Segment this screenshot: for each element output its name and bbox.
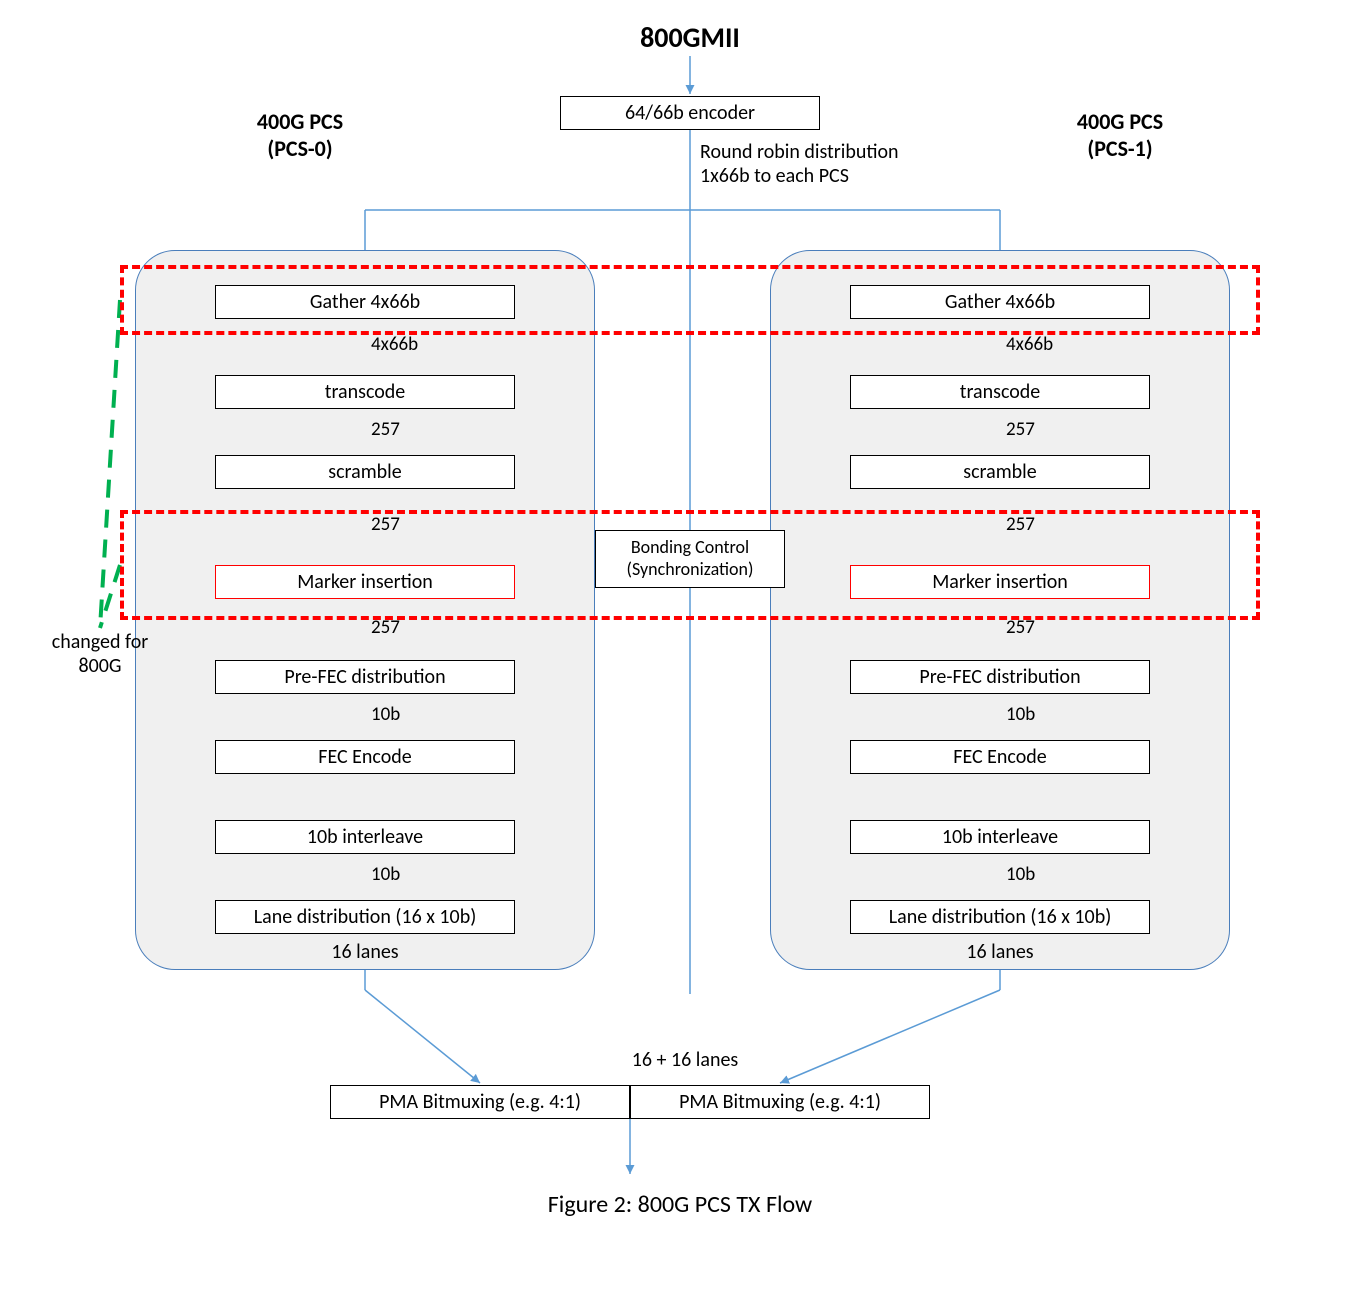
- pcs1-label-16lanes: 16 lanes: [910, 940, 1090, 964]
- label-16plus16: 16 + 16 lanes: [595, 1048, 775, 1072]
- pcs1-box-scramble: scramble: [850, 455, 1150, 489]
- arrow-pcs0-to-pma: [365, 990, 480, 1083]
- pcs1-box-transcode: transcode: [850, 375, 1150, 409]
- pcs1-edgelabel-10ba: 10b: [1006, 703, 1086, 726]
- pcs0-box-marker: Marker insertion: [215, 565, 515, 599]
- pcs0-edgelabel-257c: 257: [371, 616, 451, 639]
- pcs0-box-transcode: transcode: [215, 375, 515, 409]
- pcs1-edgelabel-4x66b: 4x66b: [1006, 333, 1086, 356]
- pcs1-box-lanedist: Lane distribution (16 x 10b): [850, 900, 1150, 934]
- label-pcs0-title: 400G PCS (PCS-0): [210, 108, 390, 162]
- green-line-1: [100, 300, 120, 628]
- pcs0-edgelabel-10ba: 10b: [371, 703, 451, 726]
- pcs1-box-gather: Gather 4x66b: [850, 285, 1150, 319]
- pcs1-box-fec: FEC Encode: [850, 740, 1150, 774]
- label-round-robin: Round robin distribution 1x66b to each P…: [700, 140, 1020, 188]
- pcs0-label-16lanes: 16 lanes: [275, 940, 455, 964]
- pcs0-box-lanedist: Lane distribution (16 x 10b): [215, 900, 515, 934]
- pcs0-box-fec: FEC Encode: [215, 740, 515, 774]
- pcs0-box-scramble: scramble: [215, 455, 515, 489]
- pcs1-edgelabel-257b: 257: [1006, 513, 1086, 536]
- box-bonding: Bonding Control (Synchronization): [595, 530, 785, 588]
- pcs1-box-prefec: Pre-FEC distribution: [850, 660, 1150, 694]
- pcs1-box-interleave: 10b interleave: [850, 820, 1150, 854]
- label-changed: changed for 800G: [35, 630, 165, 678]
- green-line-2: [100, 565, 120, 628]
- arrow-pcs1-to-pma: [780, 990, 1000, 1083]
- pcs0-box-gather: Gather 4x66b: [215, 285, 515, 319]
- box-encoder: 64/66b encoder: [560, 96, 820, 130]
- pcs0-box-prefec: Pre-FEC distribution: [215, 660, 515, 694]
- pcs0-edgelabel-257b: 257: [371, 513, 451, 536]
- pcs0-edgelabel-257a: 257: [371, 418, 451, 441]
- box-pma-right: PMA Bitmuxing (e.g. 4:1): [630, 1085, 930, 1119]
- pcs1-edgelabel-257a: 257: [1006, 418, 1086, 441]
- pcs1-edgelabel-257c: 257: [1006, 616, 1086, 639]
- pcs0-edgelabel-4x66b: 4x66b: [371, 333, 451, 356]
- pcs0-edgelabel-10bb: 10b: [371, 863, 451, 886]
- title-800gmii: 800GMII: [560, 20, 820, 55]
- pcs1-box-marker: Marker insertion: [850, 565, 1150, 599]
- figure-caption: Figure 2: 800G PCS TX Flow: [420, 1190, 940, 1219]
- pcs0-box-interleave: 10b interleave: [215, 820, 515, 854]
- box-pma-left: PMA Bitmuxing (e.g. 4:1): [330, 1085, 630, 1119]
- pcs1-edgelabel-10bb: 10b: [1006, 863, 1086, 886]
- label-pcs1-title: 400G PCS (PCS-1): [1030, 108, 1210, 162]
